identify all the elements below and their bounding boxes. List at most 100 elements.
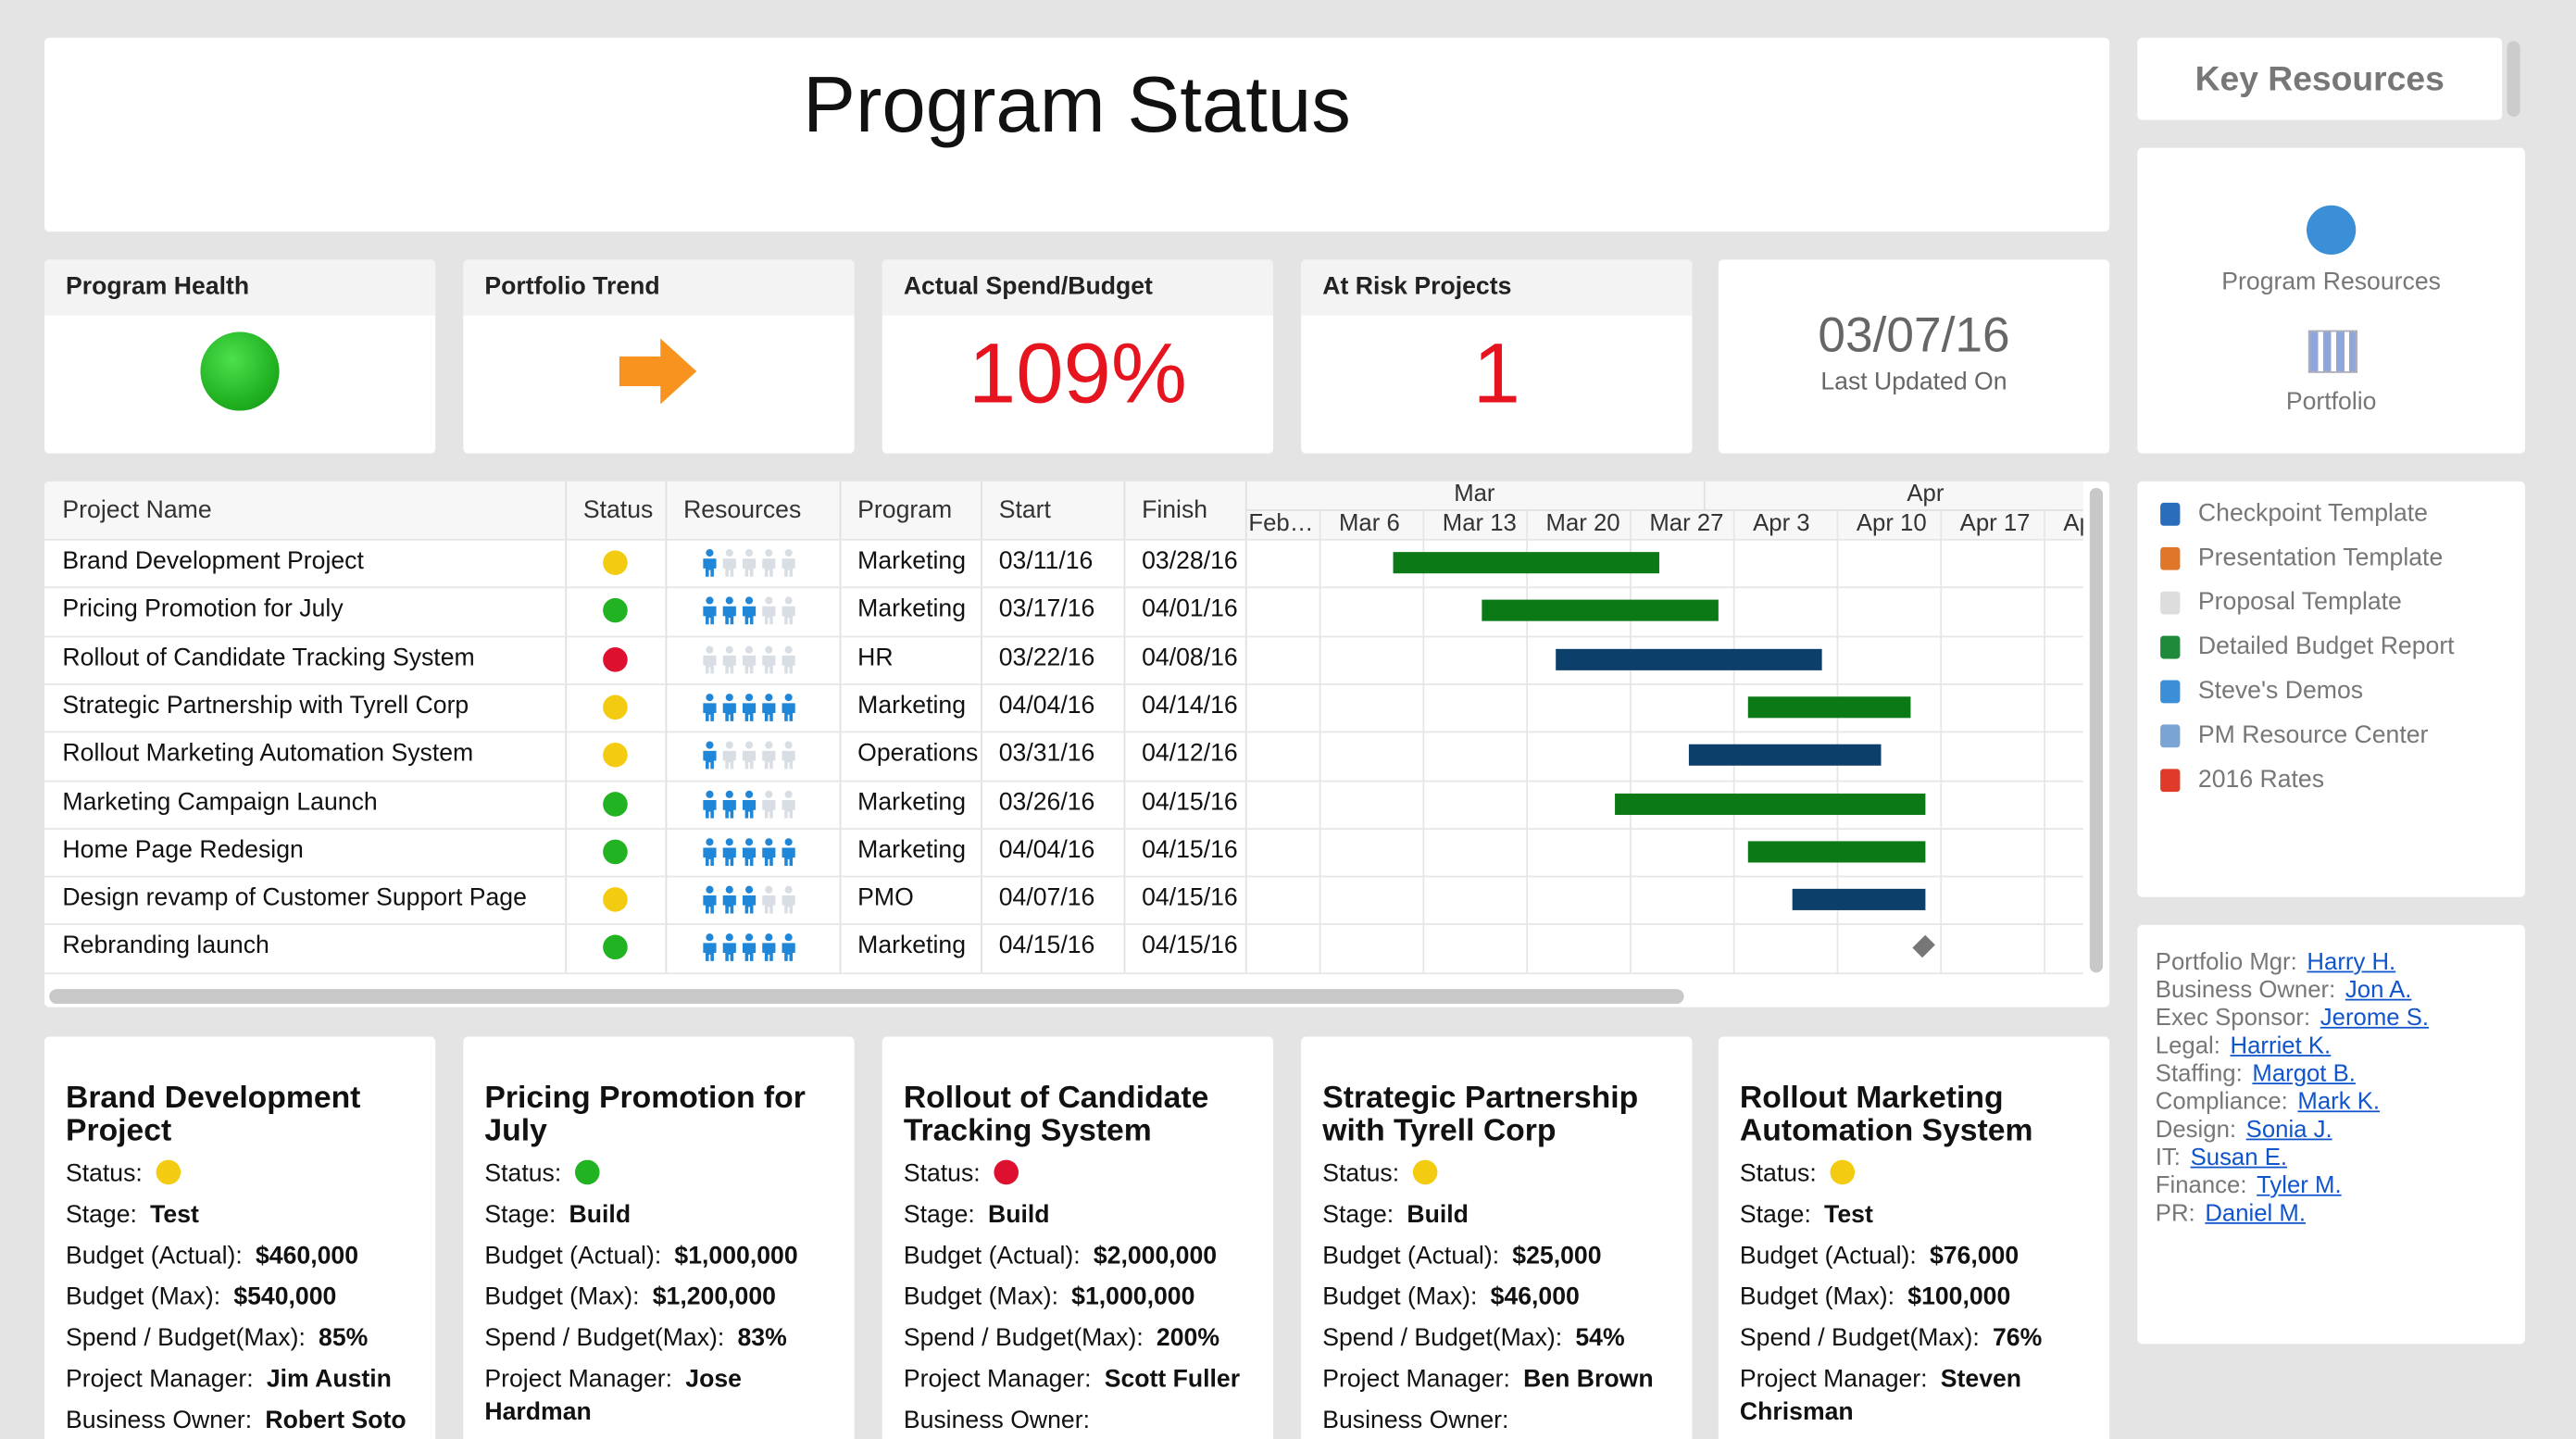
contact-role: IT: (2155, 1145, 2181, 1172)
field-label: Business Owner: (1322, 1406, 1509, 1434)
contact-link[interactable]: Daniel M. (2205, 1200, 2306, 1228)
person-body (762, 703, 776, 721)
project-name: Strategic Partnership with Tyrell Corp (62, 691, 469, 720)
person-body (703, 655, 717, 673)
resource-icons (703, 644, 795, 673)
person-body (722, 895, 736, 914)
resource-icons (703, 837, 795, 866)
document-link[interactable]: Presentation Template (2197, 544, 2444, 572)
kpi-header (1301, 259, 1693, 316)
person-head (784, 837, 793, 846)
card-field: Budget (Max): $100,000 (1740, 1282, 2093, 1314)
person-head (725, 548, 733, 557)
row-divider (44, 827, 2083, 830)
document-link[interactable]: Checkpoint Template (2197, 499, 2428, 528)
gantt-bar (1792, 889, 1926, 911)
person-body (722, 703, 736, 721)
week-divider (1732, 509, 1735, 972)
person-icon (742, 741, 757, 770)
contact-link[interactable]: Jerome S. (2320, 1005, 2430, 1032)
week-divider (2044, 509, 2045, 972)
contact-role: Business Owner: (2155, 977, 2336, 1005)
person-icon (703, 548, 717, 577)
document-icon (2160, 591, 2181, 615)
contact-role: Legal: (2155, 1032, 2220, 1060)
field-value: $46,000 (1490, 1283, 1580, 1311)
person-head (744, 933, 754, 942)
resource-icons (703, 741, 795, 770)
contact-link[interactable]: Susan E. (2190, 1145, 2288, 1172)
document-link[interactable]: 2016 Rates (2197, 765, 2325, 794)
person-icon (742, 885, 757, 914)
start-date: 04/15/16 (998, 932, 1095, 960)
person-icon (782, 789, 795, 818)
start-date: 03/26/16 (998, 787, 1095, 816)
field-value: Build (987, 1200, 1050, 1230)
field-label: Budget (Actual): (484, 1242, 662, 1270)
document-link[interactable]: PM Resource Center (2197, 720, 2429, 750)
person-icon (722, 693, 736, 721)
field-label: Stage: (1322, 1200, 1394, 1230)
program: Operations (857, 739, 979, 768)
person-body (722, 607, 736, 625)
gantt-bar (1747, 841, 1926, 863)
person-head (725, 789, 733, 798)
project-name: Rebranding launch (62, 932, 269, 960)
row-divider (44, 923, 2083, 926)
project-card: Pricing Promotion for July Status: Stage: B… (463, 1036, 855, 1439)
finish-date: 04/15/16 (1142, 835, 1238, 864)
project-name: Design revamp of Customer Support Page (62, 883, 527, 912)
kpi-title: Actual Spend/Budget (903, 272, 1153, 301)
person-body (742, 751, 757, 770)
contact-role: Staffing: (2155, 1061, 2243, 1088)
card-field: Status: (66, 1158, 419, 1191)
portfolio-link[interactable]: Portfolio (2285, 387, 2377, 416)
row-divider (44, 682, 2083, 685)
column-divider (981, 481, 982, 972)
week-divider (1940, 509, 1943, 972)
h-scrollbar (49, 989, 1684, 1005)
document-link[interactable]: Proposal Template (2197, 588, 2402, 617)
document-link[interactable]: Steve's Demos (2197, 676, 2364, 706)
person-head (744, 837, 754, 846)
project-card: Strategic Partnership with Tyrell Corp St… (1301, 1036, 1693, 1439)
person-icon (703, 596, 717, 625)
week-label: Mar 13 (1442, 510, 1517, 538)
card-field: Budget (Actual): $460,000 (66, 1241, 419, 1273)
status-dot (603, 839, 628, 864)
status-dot (993, 1159, 1019, 1185)
contact-link[interactable]: Mark K. (2297, 1089, 2381, 1116)
start-date: 04/04/16 (998, 691, 1095, 720)
start-date: 03/31/16 (998, 739, 1095, 768)
row-divider (44, 875, 2083, 878)
card-field: Spend / Budget(Max): 200% (904, 1322, 1257, 1355)
column-header: Status (582, 495, 654, 524)
week-divider (1319, 509, 1321, 972)
project-name: Marketing Campaign Launch (62, 787, 378, 816)
person-head (706, 885, 714, 894)
person-head (744, 789, 754, 798)
field-label: Status: (1739, 1159, 1817, 1188)
document-link[interactable]: Detailed Budget Report (2197, 632, 2455, 661)
program: Marketing (857, 594, 966, 623)
contact-link[interactable]: Tyler M. (2257, 1172, 2342, 1200)
program-resources-link[interactable]: Program Resources (2221, 268, 2441, 296)
contact-link[interactable]: Margot B. (2252, 1061, 2356, 1088)
week-divider (1422, 509, 1425, 972)
contact-link[interactable]: Jon A. (2345, 977, 2412, 1005)
person-head (706, 548, 714, 557)
contact-link[interactable]: Sonia J. (2245, 1117, 2332, 1144)
field-value: $76,000 (1929, 1242, 2020, 1270)
person-body (703, 895, 717, 914)
card-body: Rollout of Candidate Tracking System Stat… (904, 1082, 1257, 1439)
contact-link[interactable]: Harriet K. (2230, 1032, 2332, 1060)
card-field: Stage: Test (66, 1199, 419, 1232)
column-header: Finish (1142, 495, 1208, 524)
gantt-bar (1482, 600, 1719, 622)
field-value: $540,000 (233, 1283, 337, 1311)
person-icon (762, 693, 776, 721)
field-value: Build (569, 1200, 631, 1230)
person-icon (782, 548, 795, 577)
contact-link[interactable]: Harry H. (2307, 949, 2396, 976)
person-body (782, 558, 795, 577)
